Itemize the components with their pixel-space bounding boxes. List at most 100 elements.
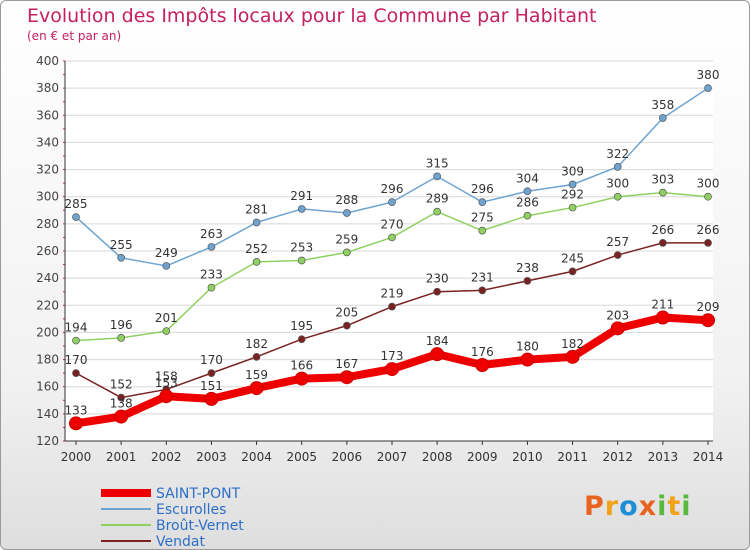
data-label: 159: [245, 368, 268, 382]
y-tick-label: 340: [36, 135, 59, 149]
data-point: [704, 239, 712, 247]
series-bro-t-vernet: 194 196 201 233 252 253 259 270 289 275 286 292 300 3…: [65, 173, 720, 345]
data-point: [433, 172, 441, 181]
data-label: 288: [335, 193, 358, 207]
x-tick-label: 2001: [106, 450, 137, 464]
data-label: 158: [155, 369, 178, 383]
data-point: [475, 358, 490, 372]
x-tick-label: 2002: [151, 450, 182, 464]
data-point: [520, 352, 535, 367]
data-label: 257: [606, 235, 629, 249]
data-point: [162, 327, 171, 335]
series-layer: 285 255 249 263 281 291 288 296 315 296 304 309 322 3…: [65, 68, 720, 431]
logo-letter: t: [667, 491, 682, 522]
legend-label: Broût-Vernet: [156, 518, 244, 534]
y-tick-label: 160: [36, 380, 59, 394]
data-label: 292: [561, 188, 584, 202]
data-label: 184: [426, 334, 449, 348]
proxiti-logo: Proxiti: [584, 491, 692, 522]
data-point: [659, 188, 667, 197]
series-vendat: 170 152 158 170 182 195 205 219 230 231 238 245 257 2…: [65, 223, 719, 402]
data-label: 201: [155, 311, 178, 325]
data-label: 289: [426, 192, 449, 206]
data-point: [343, 209, 351, 217]
data-point: [568, 203, 577, 212]
data-label: 286: [516, 196, 539, 210]
data-point: [433, 207, 441, 216]
data-label: 203: [606, 308, 629, 322]
data-label: 194: [65, 321, 88, 335]
data-label: 300: [606, 177, 629, 191]
y-tick-label: 120: [36, 434, 59, 448]
chart-subtitle: (en € et par an): [27, 29, 122, 43]
data-label: 300: [697, 177, 720, 191]
data-label: 151: [200, 379, 223, 393]
data-label: 233: [200, 268, 223, 282]
data-point: [252, 353, 261, 361]
data-point: [343, 321, 351, 330]
y-tick-label: 280: [36, 217, 59, 231]
data-point: [704, 192, 712, 201]
y-tick-label: 400: [36, 54, 59, 68]
x-tick-label: 2000: [61, 450, 92, 464]
data-point: [207, 283, 216, 292]
data-point: [343, 248, 351, 257]
data-point: [294, 371, 309, 386]
data-point: [252, 218, 261, 227]
data-label: 173: [381, 349, 404, 363]
data-point: [159, 389, 174, 404]
data-label: 180: [516, 340, 539, 354]
y-tick-label: 220: [36, 298, 59, 312]
x-tick-label: 2013: [648, 450, 679, 464]
data-label: 249: [155, 246, 178, 260]
axes: 120 140 160 180 200 220 240 260 280 300 320 340 360 3…: [36, 54, 723, 464]
data-label: 255: [110, 238, 133, 252]
data-point: [430, 347, 445, 362]
x-tick-label: 2011: [557, 450, 588, 464]
x-tick-label: 2010: [512, 450, 543, 464]
data-point: [523, 187, 532, 196]
data-point: [207, 369, 216, 377]
data-point: [433, 287, 441, 296]
y-tick-label: 320: [36, 163, 59, 177]
data-point: [72, 369, 80, 377]
x-tick-label: 2014: [693, 450, 724, 464]
y-tick-label: 380: [36, 81, 59, 95]
data-label: 170: [200, 353, 223, 367]
data-point: [207, 243, 216, 251]
data-label: 296: [381, 182, 404, 196]
data-point: [388, 198, 396, 206]
data-point: [297, 205, 306, 213]
data-label: 259: [335, 232, 358, 246]
data-label: 182: [561, 337, 584, 351]
legend-label: Escurolles: [156, 502, 226, 518]
data-label: 205: [335, 306, 358, 320]
data-label: 358: [651, 98, 674, 112]
grid-lines: [65, 60, 713, 442]
data-label: 304: [516, 171, 539, 185]
data-point: [478, 226, 487, 235]
data-label: 275: [471, 211, 494, 225]
data-point: [297, 335, 306, 344]
data-point: [701, 313, 715, 328]
data-label: 315: [426, 156, 449, 170]
x-tick-label: 2006: [332, 450, 363, 464]
data-label: 231: [471, 270, 494, 284]
y-tick-label: 200: [36, 325, 59, 339]
data-point: [523, 277, 532, 285]
data-point: [613, 163, 622, 171]
data-label: 303: [651, 173, 674, 187]
data-label: 196: [110, 318, 133, 332]
data-point: [388, 302, 396, 311]
data-point: [69, 416, 83, 431]
y-tick-label: 140: [36, 407, 59, 421]
data-label: 270: [381, 217, 404, 231]
data-label: 211: [651, 298, 674, 312]
data-point: [610, 321, 625, 336]
y-tick-label: 360: [36, 108, 59, 122]
x-tick-label: 2012: [602, 450, 633, 464]
data-point: [655, 310, 670, 325]
data-point: [339, 370, 354, 385]
data-label: 380: [697, 68, 720, 82]
